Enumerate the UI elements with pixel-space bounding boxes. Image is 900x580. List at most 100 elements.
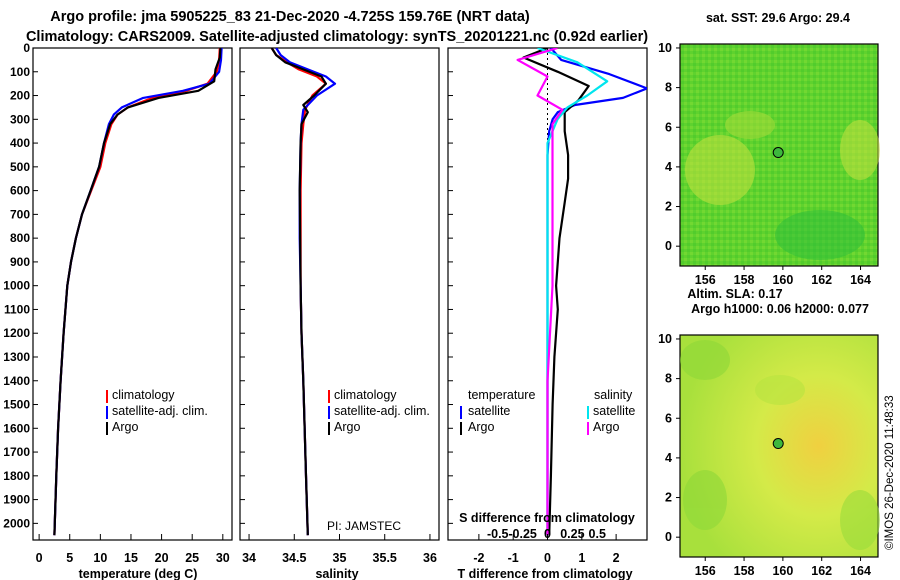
map-x-tick-label: 160 bbox=[772, 273, 793, 287]
title-line-2: Climatology: CARS2009. Satellite-adjuste… bbox=[26, 29, 648, 45]
depth-tick-label: 0 bbox=[23, 41, 30, 55]
legend-argo: Argo bbox=[334, 420, 360, 434]
difference-x-ticks: -2 -1 0 1 2 bbox=[473, 534, 620, 565]
depth-tick-label: 500 bbox=[10, 160, 30, 174]
s-tick-label: -0.25 bbox=[508, 527, 537, 541]
sla-map-title-2: Argo h1000: 0.06 h2000: 0.077 bbox=[691, 302, 869, 316]
temperature-panel bbox=[32, 47, 233, 541]
sla-map-ticks: 156 158 160 162 164 0 2 4 6 8 10 bbox=[658, 332, 871, 578]
difference-legend: temperature salinity satellite Argo sate… bbox=[460, 388, 635, 435]
depth-tick-label: 1600 bbox=[3, 421, 30, 435]
map-x-tick-label: 160 bbox=[772, 564, 793, 578]
difference-xlabel: T difference from climatology bbox=[457, 567, 632, 580]
x-tick-label: 10 bbox=[93, 551, 107, 565]
map-x-tick-label: 156 bbox=[695, 564, 716, 578]
legend-swatch-argo bbox=[106, 422, 108, 435]
legend-satellite: satellite-adj. clim. bbox=[334, 404, 430, 418]
salinity-legend: climatology satellite-adj. clim. Argo bbox=[328, 388, 430, 435]
series-argo bbox=[270, 48, 327, 536]
x-tick-label: -2 bbox=[473, 551, 484, 565]
series-t-argo bbox=[522, 48, 590, 536]
x-tick-label: 25 bbox=[185, 551, 199, 565]
depth-tick-label: 900 bbox=[10, 255, 30, 269]
s-tick-label: -0.5 bbox=[487, 527, 509, 541]
depth-tick-label: 1100 bbox=[4, 302, 30, 316]
legend-swatch-satellite bbox=[106, 406, 108, 419]
depth-tick-label: 700 bbox=[10, 207, 30, 221]
map-y-tick-label: 10 bbox=[658, 332, 672, 346]
x-tick-label: 5 bbox=[66, 551, 73, 565]
salinity-xlabel: salinity bbox=[315, 567, 358, 580]
sst-map-title: sat. SST: 29.6 Argo: 29.4 bbox=[706, 11, 850, 25]
salinity-panel bbox=[239, 47, 440, 541]
depth-tick-label: 300 bbox=[10, 112, 30, 126]
s-tick-label: 0 bbox=[544, 527, 551, 541]
imos-timestamp: ©IMOS 26-Dec-2020 11:48:33 bbox=[884, 395, 896, 550]
s-difference-label: S difference from climatology bbox=[459, 511, 635, 525]
legend-swatch-t-argo bbox=[460, 422, 462, 435]
legend-swatch-t-satellite bbox=[460, 406, 462, 419]
map-x-tick-label: 164 bbox=[850, 273, 871, 287]
s-tick-label: 0.5 bbox=[589, 527, 606, 541]
legend-swatch-satellite bbox=[328, 406, 330, 419]
map-y-tick-label: 2 bbox=[665, 200, 672, 214]
depth-tick-label: 1300 bbox=[3, 350, 30, 364]
depth-tick-label: 100 bbox=[10, 65, 30, 79]
map-y-tick-label: 2 bbox=[665, 491, 672, 505]
salinity-series bbox=[270, 48, 337, 536]
map-y-tick-label: 8 bbox=[665, 81, 672, 95]
legend-climatology: climatology bbox=[112, 388, 175, 402]
x-tick-label: 36 bbox=[423, 551, 437, 565]
pi-label: PI: JAMSTEC bbox=[327, 519, 401, 533]
depth-tick-label: 1200 bbox=[3, 326, 30, 340]
series-s-argo bbox=[516, 48, 564, 536]
depth-tick-label: 1500 bbox=[3, 398, 30, 412]
legend-argo: Argo bbox=[112, 420, 138, 434]
legend-swatch-s-satellite bbox=[587, 406, 589, 419]
difference-series bbox=[516, 48, 647, 540]
x-tick-label: 30 bbox=[216, 551, 230, 565]
x-tick-label: 20 bbox=[155, 551, 169, 565]
legend-t-satellite: satellite bbox=[468, 404, 510, 418]
map-x-tick-label: 156 bbox=[695, 273, 716, 287]
x-tick-label: 35 bbox=[333, 551, 347, 565]
legend-temperature-title: temperature bbox=[468, 388, 535, 402]
map-y-tick-label: 0 bbox=[665, 239, 672, 253]
depth-tick-label: 1900 bbox=[3, 493, 30, 507]
map-y-tick-label: 4 bbox=[665, 451, 672, 465]
legend-swatch-argo bbox=[328, 422, 330, 435]
depth-tick-label: 1800 bbox=[3, 469, 30, 483]
map-x-tick-label: 162 bbox=[811, 273, 832, 287]
map-y-tick-label: 6 bbox=[665, 411, 672, 425]
x-tick-label: 34 bbox=[242, 551, 256, 565]
depth-tick-label: 2000 bbox=[3, 516, 30, 530]
sst-map-argo-marker bbox=[772, 147, 784, 159]
temperature-legend: climatology satellite-adj. clim. Argo bbox=[106, 388, 208, 435]
x-tick-label: -1 bbox=[508, 551, 519, 565]
depth-tick-label: 200 bbox=[10, 89, 30, 103]
depth-tick-label: 600 bbox=[10, 184, 30, 198]
map-y-tick-label: 6 bbox=[665, 120, 672, 134]
temperature-x-ticks: 0 5 10 15 20 25 30 bbox=[36, 534, 230, 565]
x-tick-label: 15 bbox=[124, 551, 138, 565]
sst-map-ticks: 156 158 160 162 164 0 2 4 6 8 10 bbox=[658, 41, 871, 287]
legend-swatch-climatology bbox=[106, 390, 108, 403]
depth-axis: 0 100 200 300 400 500 600 700 800 900 1000 1100 1200… bbox=[3, 41, 453, 530]
x-tick-label: 34.5 bbox=[282, 551, 306, 565]
x-tick-label: 35.5 bbox=[373, 551, 397, 565]
depth-tick-label: 1000 bbox=[3, 279, 30, 293]
legend-t-argo: Argo bbox=[468, 420, 494, 434]
map-x-tick-label: 158 bbox=[734, 273, 755, 287]
x-tick-label: 0 bbox=[36, 551, 43, 565]
map-y-tick-label: 4 bbox=[665, 160, 672, 174]
sla-map-argo-marker bbox=[772, 438, 784, 450]
legend-climatology: climatology bbox=[334, 388, 397, 402]
legend-s-satellite: satellite bbox=[593, 404, 635, 418]
map-y-tick-label: 0 bbox=[665, 530, 672, 544]
map-y-tick-label: 10 bbox=[658, 41, 672, 55]
s-tick-label: 0.25 bbox=[560, 527, 584, 541]
sst-map-warm-patches bbox=[685, 111, 880, 260]
sla-map-title-1: Altim. SLA: 0.17 bbox=[687, 287, 782, 301]
map-x-tick-label: 162 bbox=[811, 564, 832, 578]
